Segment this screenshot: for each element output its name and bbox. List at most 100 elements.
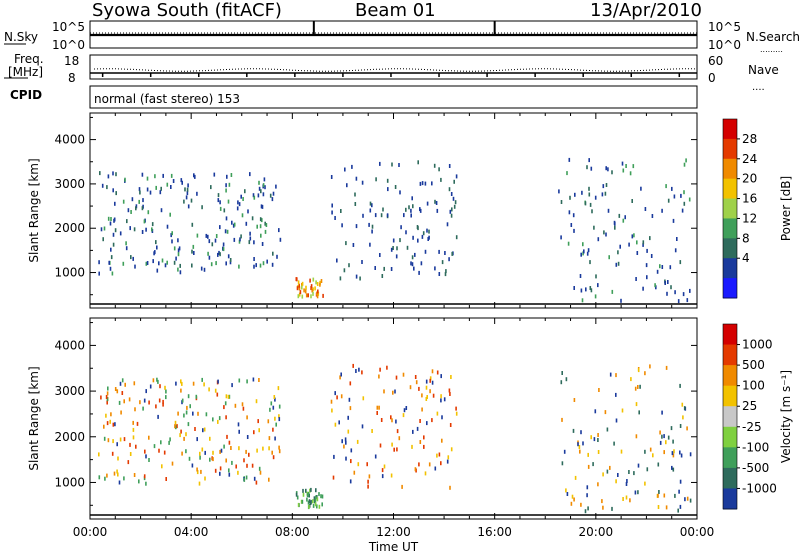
velocity-mark-0-108 (259, 470, 262, 475)
velocity-mark-2-28 (597, 450, 600, 454)
power-mark-0-127 (193, 173, 195, 178)
power-mark-1-31 (339, 276, 342, 281)
power-mark-2-69 (669, 265, 672, 270)
power-mark-2-96 (633, 233, 635, 238)
velocity-mark-3-28 (302, 492, 305, 497)
power-mark-0-21 (196, 191, 198, 196)
velocity-mark-1-52 (356, 439, 359, 444)
nave-legend-dots: .... (752, 82, 765, 93)
velocity-mark-0-46 (212, 417, 214, 422)
power-mark-0-149 (113, 218, 115, 223)
power-mark-0-201 (126, 219, 128, 224)
xaxis-label: Time UT (368, 540, 419, 554)
velocity-mark-0-22 (257, 419, 259, 424)
power-mark-1-61 (399, 238, 401, 243)
power-mark-0-178 (191, 263, 193, 268)
velocity-mark-2-49 (566, 492, 569, 496)
power-mark-3-15 (307, 293, 309, 298)
power-mark-2-19 (605, 232, 607, 237)
power-mark-1-33 (454, 200, 457, 205)
velocity-mark-1-48 (455, 406, 457, 411)
velocity-mark-0-96 (246, 415, 248, 420)
power-mark-0-122 (99, 171, 101, 176)
power-mark-1-22 (412, 235, 414, 240)
velocity-mark-1-81 (431, 380, 434, 385)
velocity-mark-2-86 (673, 449, 675, 454)
velocity-mark-2-116 (598, 388, 600, 392)
power-mark-2-42 (680, 193, 682, 198)
velocity-mark-2-101 (615, 392, 617, 397)
velocity-mark-2-99 (587, 452, 589, 457)
velocity-mark-0-88 (219, 449, 221, 454)
velocity-mark-2-40 (611, 506, 613, 511)
power-mark-2-89 (659, 264, 661, 269)
velocity-mark-1-19 (441, 415, 443, 420)
velocity-mark-0-198 (198, 481, 201, 486)
velocity-mark-0-162 (165, 395, 167, 400)
power-mark-2-17 (586, 165, 588, 170)
power-mark-2-51 (644, 207, 647, 211)
velocity-mark-2-93 (604, 410, 607, 415)
power-mark-2-66 (682, 292, 685, 297)
velocity-mark-0-169 (228, 468, 230, 473)
power-colorbar-label-4: 12 (742, 211, 757, 225)
velocity-mark-1-11 (333, 454, 335, 459)
power-mark-0-159 (141, 230, 144, 234)
velocity-mark-3-31 (308, 499, 311, 504)
velocity-mark-2-4 (672, 453, 675, 458)
power-mark-1-113 (441, 260, 444, 265)
power-mark-1-111 (369, 208, 372, 213)
velocity-mark-1-94 (383, 464, 386, 469)
velocity-mark-1-89 (423, 444, 425, 449)
velocity-mark-2-0 (665, 505, 668, 510)
velocity-mark-1-37 (376, 405, 379, 410)
velocity-mark-0-100 (145, 481, 147, 486)
velocity-mark-2-113 (586, 485, 589, 490)
velocity-mark-0-206 (203, 427, 206, 432)
velocity-mark-0-203 (223, 444, 225, 449)
velocity-mark-2-5 (689, 452, 692, 457)
velocity-mark-2-109 (686, 496, 689, 501)
velocity-mark-0-101 (255, 480, 258, 485)
power-mark-1-53 (421, 181, 424, 186)
velocity-mark-0-177 (157, 414, 159, 419)
velocity-mark-2-85 (586, 493, 588, 498)
velocity-mark-3-3 (318, 492, 320, 497)
velocity-mark-2-9 (637, 368, 640, 373)
velocity-mark-1-6 (378, 405, 380, 410)
velocity-mark-0-117 (204, 450, 206, 455)
velocity-mark-2-105 (674, 493, 676, 498)
power-mark-0-72 (260, 233, 262, 238)
power-mark-0-198 (190, 198, 193, 203)
power-colorbar-label-6: 4 (742, 251, 750, 265)
velocity-mark-0-31 (275, 422, 277, 427)
power-mark-1-96 (403, 213, 405, 218)
power-mark-1-44 (419, 207, 421, 212)
power-mark-1-43 (433, 163, 436, 168)
velocity-mark-0-173 (216, 392, 219, 397)
velocity-mark-2-19 (601, 499, 603, 504)
power-mark-0-59 (200, 266, 203, 271)
power-mark-1-55 (334, 216, 336, 220)
power-mark-0-132 (191, 222, 194, 227)
velocity-mark-3-13 (318, 504, 321, 509)
velocity-mark-2-50 (670, 426, 673, 431)
power-mark-2-113 (670, 285, 672, 290)
velocity-mark-0-93 (124, 382, 126, 387)
velocity-mark-2-94 (615, 479, 617, 484)
velocity-mark-0-55 (168, 440, 170, 445)
power-mark-0-136 (177, 238, 179, 243)
power-mark-1-59 (450, 213, 453, 218)
velocity-mark-0-90 (118, 400, 121, 405)
velocity-mark-3-33 (301, 499, 304, 504)
velocity-mark-0-131 (180, 379, 182, 384)
power-mark-0-8 (228, 182, 231, 187)
velocity-mark-0-10 (134, 407, 136, 412)
power-mark-1-80 (383, 266, 385, 271)
power-mark-2-68 (594, 195, 597, 200)
velocity-mark-1-20 (380, 418, 383, 422)
power-mark-0-95 (240, 194, 242, 199)
velocity-mark-0-84 (120, 410, 122, 415)
velocity-mark-1-62 (349, 381, 352, 386)
